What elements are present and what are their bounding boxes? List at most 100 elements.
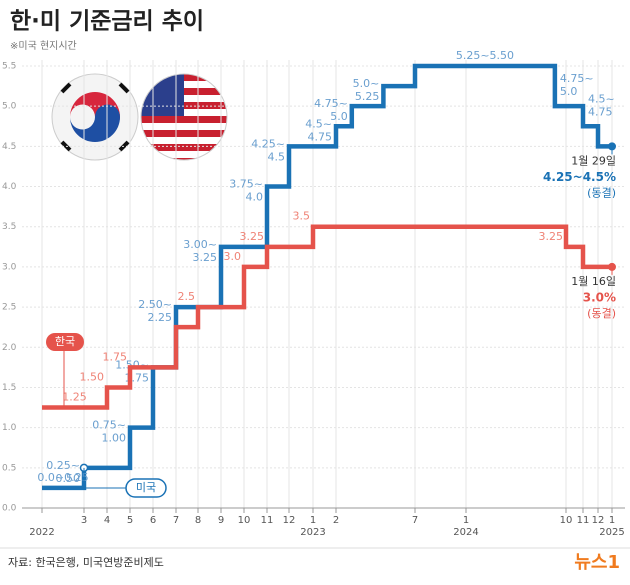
value-label: 5.0~5.25 — [353, 77, 380, 103]
annotation: 1월 29일 — [571, 153, 616, 167]
legend-label: 한국 — [55, 335, 75, 348]
x-tick-label: 1 — [463, 515, 469, 526]
x-tick-label: 6 — [150, 515, 156, 526]
x-tick-label: 1 — [609, 515, 615, 526]
value-label: 3.25 — [539, 230, 564, 243]
value-label-text: 4.25~ — [251, 137, 285, 150]
value-label-text: 4.75~ — [560, 72, 594, 85]
value-label: 1.50 — [80, 370, 105, 383]
value-label: 5.25~5.50 — [456, 49, 514, 62]
value-label-text: 3.0 — [224, 250, 242, 263]
x-tick-label: 11 — [261, 515, 274, 526]
x-tick-label: 4 — [104, 515, 110, 526]
value-label: 1.75 — [103, 350, 128, 363]
x-tick-label: 10 — [560, 515, 573, 526]
legend-leader — [83, 467, 126, 489]
source: 자료: 한국은행, 미국연방준비제도 — [8, 556, 164, 569]
x-tick-label: 7 — [173, 515, 179, 526]
value-label-text: 4.75 — [588, 105, 613, 118]
value-label-text: 5.25 — [355, 90, 380, 103]
y-tick-label: 5.0 — [2, 102, 17, 112]
x-tick-label: 12 — [592, 515, 605, 526]
value-label-text: 5.0 — [330, 110, 348, 123]
x-tick-label: 2 — [333, 515, 339, 526]
value-label-text: 4.75 — [308, 130, 333, 143]
year-label: 2022 — [29, 527, 54, 538]
y-tick-label: 5.5 — [2, 62, 16, 72]
y-tick-label: 0.0 — [2, 504, 17, 514]
value-label: 4.75~5.0 — [560, 72, 594, 98]
value-label-text: 1.75 — [103, 350, 128, 363]
value-label-text: 1.50 — [80, 370, 105, 383]
value-label-text: 3.25 — [539, 230, 564, 243]
x-tick-label: 11 — [577, 515, 590, 526]
value-label: 3.0 — [224, 250, 242, 263]
korea-flag — [51, 73, 139, 161]
value-label-text: 2.5 — [178, 290, 196, 303]
y-tick-label: 4.5 — [2, 142, 16, 152]
legend-label: 미국 — [136, 481, 156, 494]
value-label-text: 5.25~5.50 — [456, 49, 514, 62]
year-label: 2024 — [453, 527, 478, 538]
y-tick-label: 3.5 — [2, 222, 16, 232]
value-label-text: 5.0~ — [353, 77, 380, 90]
x-tick-label: 7 — [412, 515, 418, 526]
value-label-text: 3.5 — [293, 210, 311, 223]
value-label-text: 4.75~ — [314, 97, 348, 110]
annotation: 1월 16일 — [571, 274, 616, 288]
value-label: 0.75~1.00 — [92, 419, 126, 445]
legend-tag — [46, 333, 84, 351]
value-label: 3.5 — [293, 210, 311, 223]
x-tick-label: 3 — [81, 515, 87, 526]
annotation: 3.0% — [583, 290, 616, 304]
value-label: 3.00~3.25 — [183, 238, 217, 264]
value-label-text: 4.5 — [268, 150, 286, 163]
y-tick-label: 3.0 — [2, 262, 17, 272]
value-label-text: 0.50 — [56, 472, 81, 485]
value-label-text: 4.5~ — [588, 92, 615, 105]
value-label-text: 3.75~ — [229, 178, 263, 191]
value-label-text: 2.25 — [148, 311, 173, 324]
value-label: 4.25~4.5 — [251, 137, 285, 163]
logo: 뉴스1 — [574, 552, 620, 573]
annotation: 4.25~4.5% — [543, 170, 616, 184]
value-label-text: 0.0~0.25 — [37, 471, 88, 484]
y-tick-label: 1.5 — [2, 383, 16, 393]
value-label-text: 2.50~ — [138, 298, 172, 311]
y-tick-label: 2.0 — [2, 343, 17, 353]
value-label-text: 1.25 — [62, 391, 87, 404]
value-label-text: 0.25~ — [46, 459, 80, 472]
value-label: 4.5~4.75 — [305, 117, 332, 143]
value-label-text: 3.25 — [240, 230, 265, 243]
annotation: (동결) — [587, 307, 616, 320]
value-label-text: 4.0 — [246, 191, 264, 204]
x-tick-label: 5 — [127, 515, 133, 526]
value-label-text: 1.00 — [102, 432, 127, 445]
value-label: 2.50~2.25 — [138, 298, 172, 324]
value-label: 4.75~5.0 — [314, 97, 348, 123]
y-tick-label: 0.5 — [2, 463, 16, 473]
annotation: (동결) — [587, 186, 616, 199]
y-tick-label: 2.5 — [2, 303, 16, 313]
value-label-text: 4.5~ — [305, 117, 332, 130]
y-tick-label: 1.0 — [2, 423, 17, 433]
y-tick-label: 4.0 — [2, 182, 17, 192]
value-label: 0.25~0.50 — [46, 459, 80, 485]
value-label: 4.5~4.75 — [588, 92, 615, 118]
subtitle: ※미국 현지시간 — [10, 40, 77, 52]
year-label: 2025 — [599, 527, 624, 538]
step-line — [42, 224, 612, 410]
x-tick-label: 9 — [218, 515, 224, 526]
chart-title: 한·미 기준금리 추이 — [10, 9, 204, 35]
value-label-text: 3.00~ — [183, 238, 217, 251]
x-tick-label: 1 — [310, 515, 316, 526]
x-tick-label: 10 — [238, 515, 251, 526]
step-line — [42, 63, 612, 491]
x-tick-label: 12 — [283, 515, 296, 526]
value-label: 3.75~4.0 — [229, 178, 263, 204]
legend-tag — [125, 478, 167, 498]
year-label: 2023 — [300, 527, 325, 538]
value-label: 1.25 — [62, 391, 87, 404]
value-label-text: 0.75~ — [92, 419, 126, 432]
